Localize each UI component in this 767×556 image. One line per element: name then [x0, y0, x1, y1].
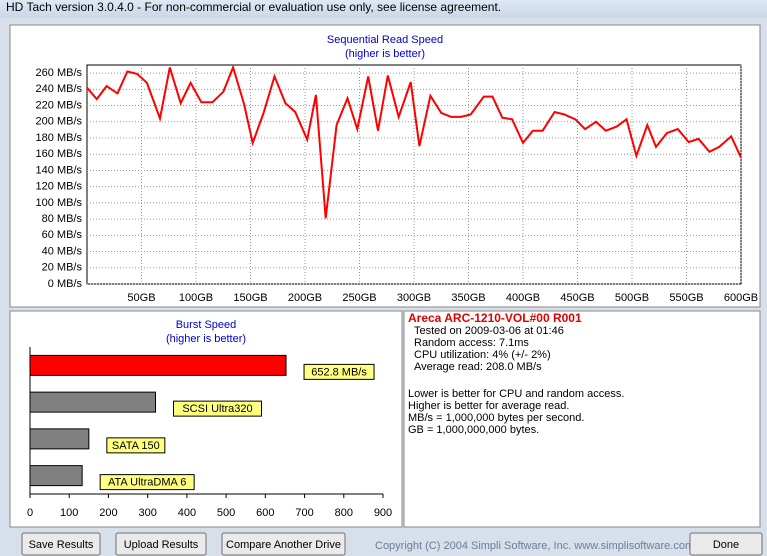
drive-name: Areca ARC-1210-VOL#00 R001	[408, 311, 582, 325]
x-tick-label: 200	[99, 507, 117, 519]
x-tick-label: 100	[60, 507, 78, 519]
copyright: Copyright (C) 2004 Simpli Software, Inc.…	[375, 540, 694, 552]
chart-title: Burst Speed	[176, 319, 237, 331]
bar	[29, 428, 90, 450]
x-tick-label: 550GB	[669, 292, 703, 304]
line-series	[86, 64, 742, 219]
chart-subtitle: (higher is better)	[345, 48, 425, 60]
x-tick-label: 400GB	[506, 292, 540, 304]
y-tick-label: 180 MB/s	[36, 132, 83, 144]
x-tick-label: 450GB	[560, 292, 594, 304]
x-tick-label: 500	[217, 507, 235, 519]
button-label[interactable]: Upload Results	[124, 539, 199, 551]
info-note: MB/s = 1,000,000 bytes per second.	[408, 412, 584, 424]
y-tick-label: 220 MB/s	[36, 99, 83, 111]
x-tick-label: 150GB	[233, 292, 267, 304]
y-tick-label: 160 MB/s	[36, 148, 83, 160]
bar	[29, 465, 83, 487]
x-tick-label: 500GB	[615, 292, 649, 304]
x-tick-label: 250GB	[342, 292, 376, 304]
x-tick-label: 700	[295, 507, 313, 519]
button[interactable]: Compare Another Drive	[221, 532, 346, 556]
y-tick-label: 100 MB/s	[36, 197, 83, 209]
info-line: Tested on 2009-03-06 at 01:46	[414, 325, 564, 337]
bar-label-box	[99, 474, 195, 491]
bar	[29, 391, 157, 413]
burst-panel	[9, 310, 403, 528]
x-tick-label: 300GB	[397, 292, 431, 304]
button-label[interactable]: Done	[713, 539, 739, 551]
y-tick-label: 260 MB/s	[36, 67, 83, 79]
x-tick-label: 200GB	[288, 292, 322, 304]
chart-title: Sequential Read Speed	[327, 34, 443, 46]
info-note: GB = 1,000,000,000 bytes.	[408, 424, 539, 436]
info-line: Average read: 208.0 MB/s	[414, 361, 542, 373]
y-tick-label: 200 MB/s	[36, 116, 83, 128]
info-line: Random access: 7.1ms	[414, 337, 529, 349]
x-tick-label: 900	[374, 507, 392, 519]
y-tick-label: 0 MB/s	[48, 278, 83, 290]
info-note: Higher is better for average read.	[408, 400, 569, 412]
y-tick-label: 40 MB/s	[42, 245, 83, 257]
x-tick-label: 100GB	[179, 292, 213, 304]
bar-label: SCSI Ultra320	[182, 403, 252, 415]
bar-label: SATA 150	[112, 440, 160, 452]
button-label[interactable]: Compare Another Drive	[226, 539, 341, 551]
y-tick-label: 20 MB/s	[42, 262, 83, 274]
title-bar	[0, 0, 767, 18]
button-label[interactable]: Save Results	[29, 539, 94, 551]
y-tick-label: 140 MB/s	[36, 164, 83, 176]
y-tick-label: 80 MB/s	[42, 213, 83, 225]
bar	[29, 354, 287, 376]
x-tick-label: 300	[138, 507, 156, 519]
x-tick-label: 350GB	[451, 292, 485, 304]
bar-label: ATA UltraDMA 6	[108, 477, 186, 489]
info-note: Lower is better for CPU and random acces…	[408, 388, 624, 400]
y-tick-label: 240 MB/s	[36, 83, 83, 95]
x-tick-label: 50GB	[127, 292, 155, 304]
y-tick-label: 60 MB/s	[42, 229, 83, 241]
bar-label: 652.8 MB/s	[311, 366, 367, 378]
x-tick-label: 600GB	[724, 292, 758, 304]
bar-label-box	[106, 437, 166, 454]
bar-label-box	[173, 400, 263, 417]
info-panel	[403, 310, 761, 528]
x-tick-label: 800	[335, 507, 353, 519]
button[interactable]: Done	[689, 532, 763, 556]
chart-subtitle: (higher is better)	[166, 333, 246, 345]
x-tick-label: 400	[178, 507, 196, 519]
info-line: CPU utilization: 4% (+/- 2%)	[414, 349, 551, 361]
x-tick-label: 0	[27, 507, 33, 519]
x-tick-label: 600	[256, 507, 274, 519]
bar-label-box	[303, 363, 375, 380]
window-title: HD Tach version 3.0.4.0 - For non-commer…	[6, 0, 501, 14]
button[interactable]: Save Results	[21, 532, 101, 556]
y-tick-label: 120 MB/s	[36, 181, 83, 193]
button[interactable]: Upload Results	[115, 532, 207, 556]
